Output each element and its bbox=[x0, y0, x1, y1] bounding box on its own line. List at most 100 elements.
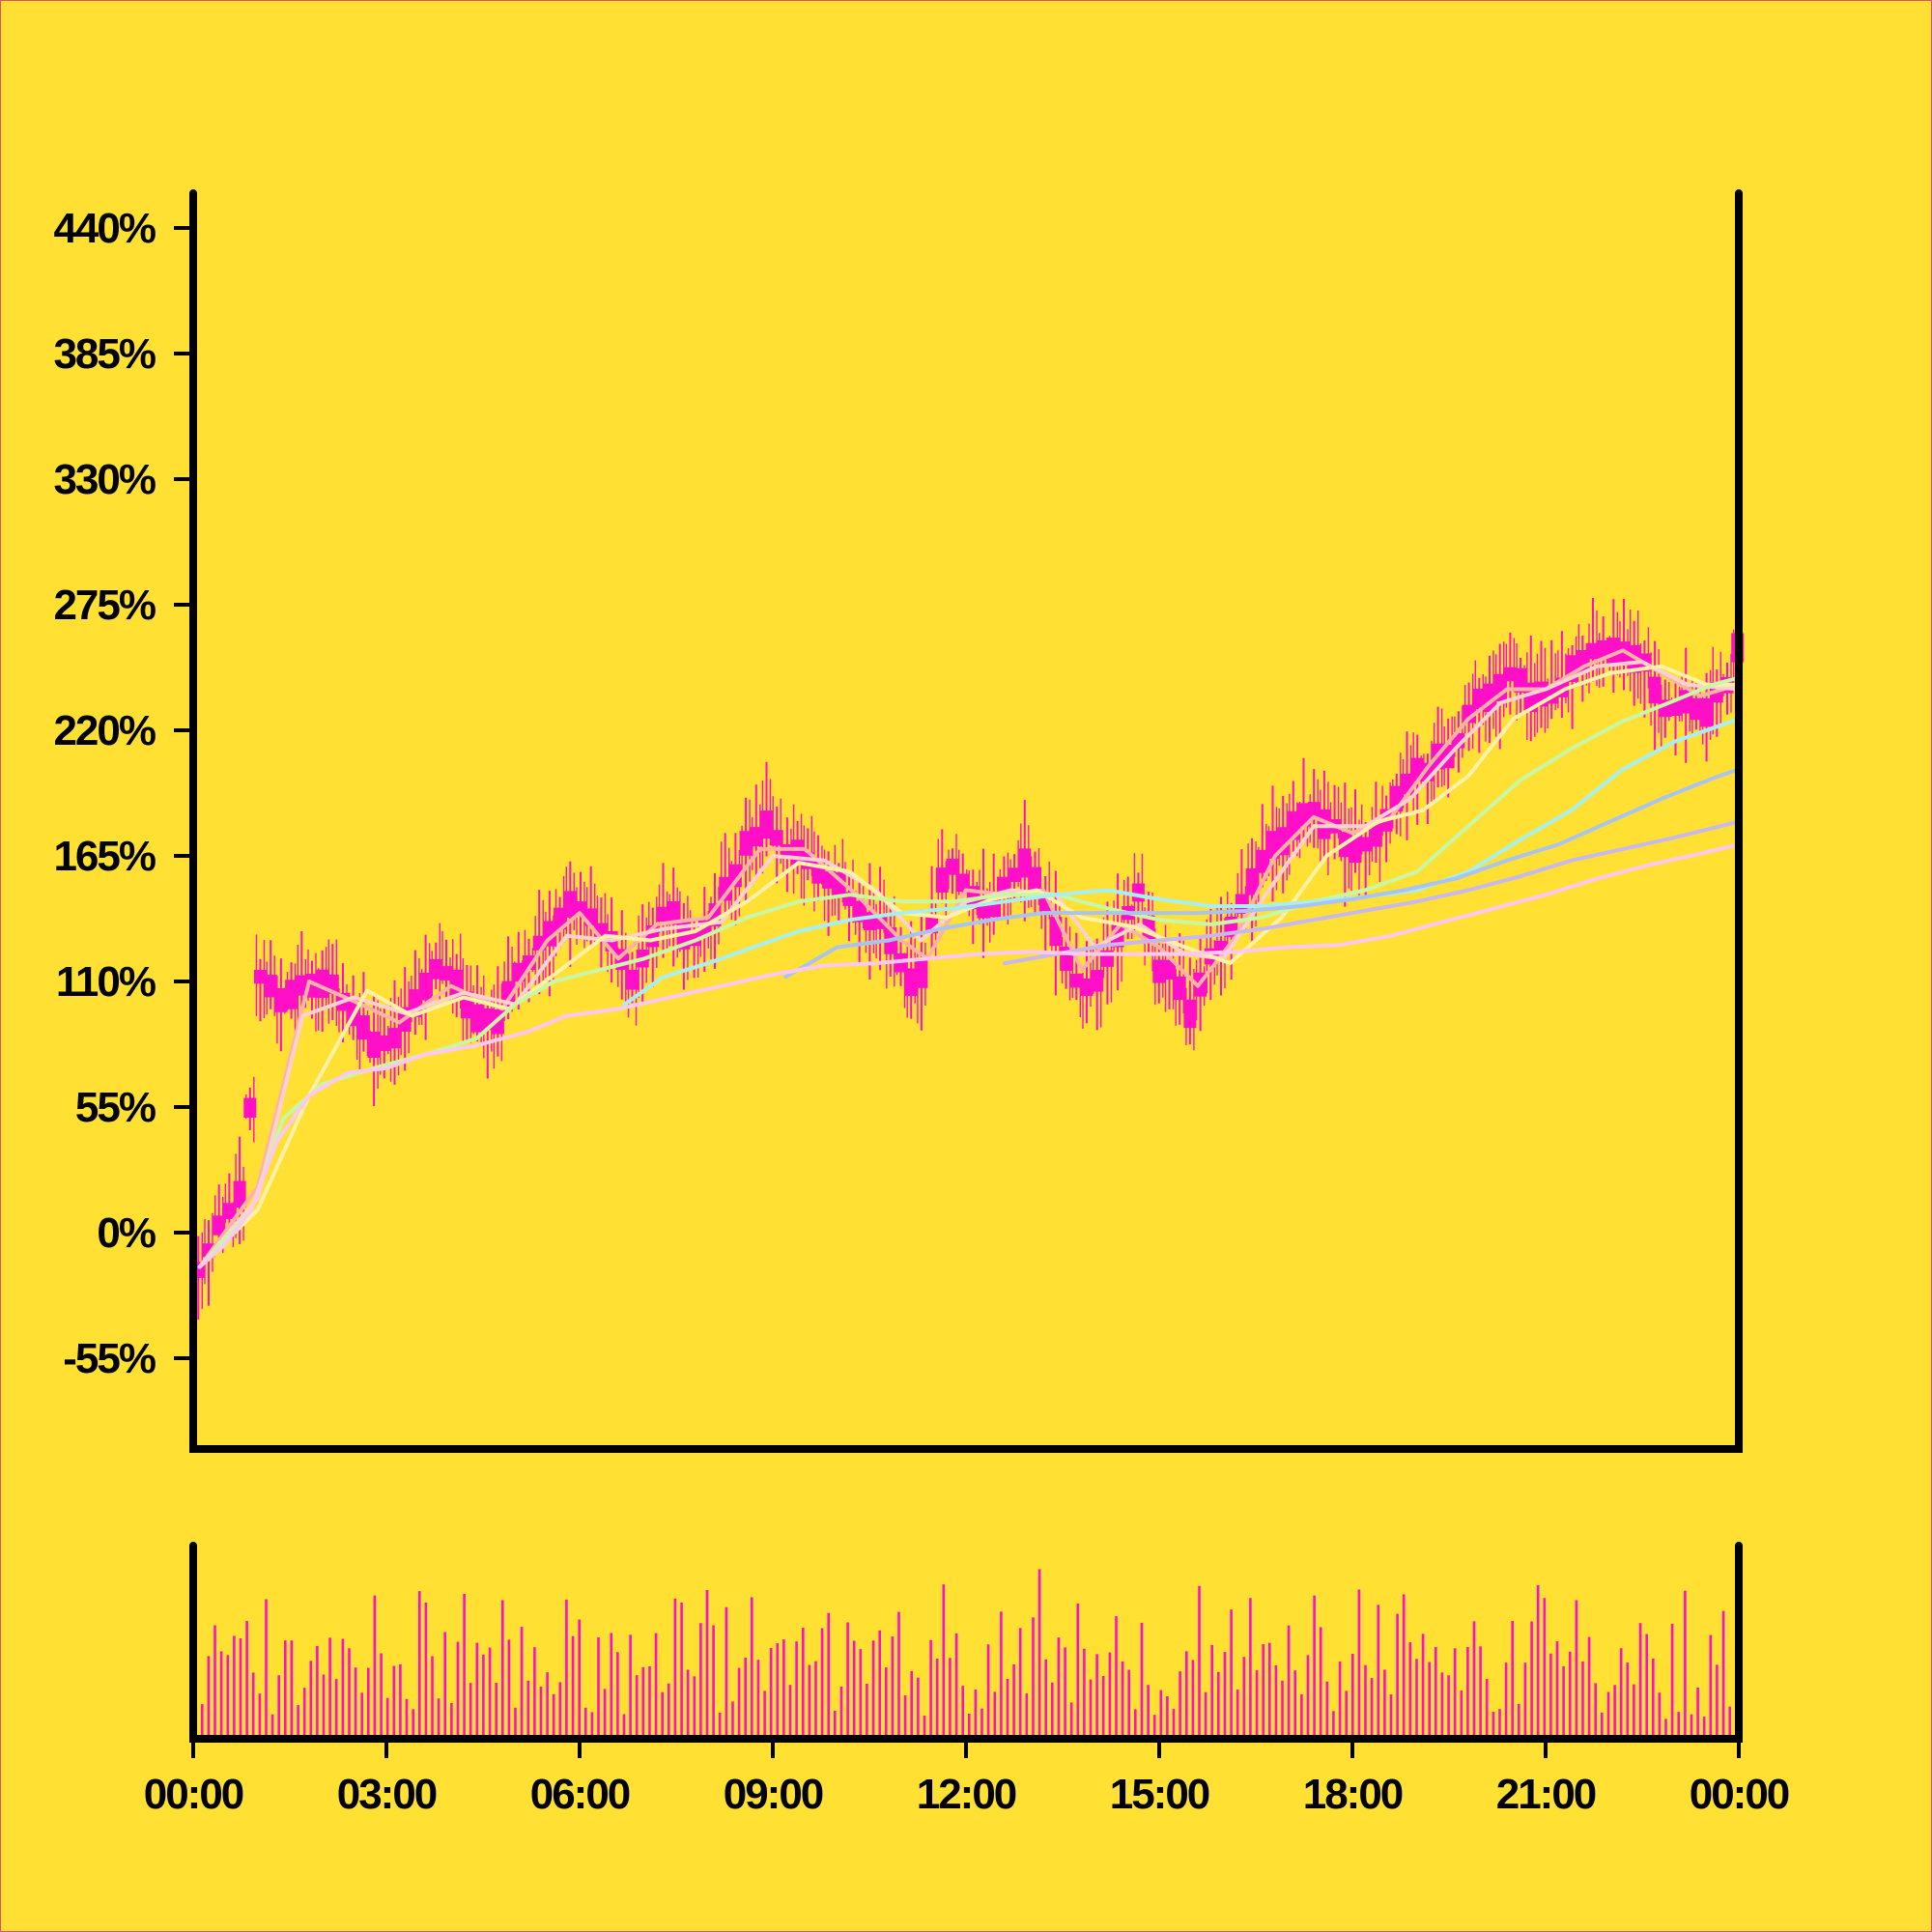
volume-bar bbox=[1613, 1685, 1616, 1739]
volume-bar bbox=[1518, 1703, 1520, 1739]
volume-bar bbox=[1690, 1714, 1693, 1739]
volume-bar bbox=[610, 1633, 613, 1739]
volume-bar bbox=[405, 1698, 409, 1739]
volume-bar bbox=[373, 1595, 377, 1739]
volume-bar bbox=[1658, 1692, 1662, 1739]
volume-bar bbox=[1428, 1662, 1431, 1739]
volume-bar bbox=[226, 1655, 230, 1739]
volume-bar bbox=[993, 1691, 997, 1739]
volume-bar bbox=[1332, 1711, 1335, 1739]
volume-bar bbox=[239, 1638, 242, 1739]
volume-bar bbox=[866, 1684, 868, 1739]
volume-bar bbox=[1402, 1594, 1406, 1739]
volume-bar bbox=[954, 1633, 958, 1739]
volume-bar bbox=[1498, 1709, 1501, 1739]
candle-body bbox=[904, 968, 918, 997]
volume-bar bbox=[1000, 1611, 1003, 1739]
volume-bar bbox=[1140, 1622, 1144, 1739]
candle-body bbox=[285, 980, 298, 1009]
volume-bar bbox=[1223, 1652, 1227, 1739]
volume-bar bbox=[1274, 1665, 1278, 1739]
candle-body bbox=[1503, 667, 1517, 682]
volume-bar bbox=[1645, 1634, 1648, 1739]
volume-bar bbox=[641, 1666, 645, 1739]
x-tick-label: 00:00 bbox=[144, 1771, 243, 1818]
volume-bar bbox=[412, 1709, 414, 1739]
candle-body bbox=[1318, 809, 1331, 839]
volume-bar bbox=[968, 1714, 971, 1739]
volume-bar bbox=[316, 1645, 319, 1739]
volume-bar bbox=[488, 1647, 492, 1739]
volume-bar bbox=[852, 1640, 856, 1739]
volume-bar bbox=[1415, 1659, 1418, 1739]
volume-bar bbox=[213, 1625, 216, 1739]
candle-body bbox=[739, 831, 753, 856]
volume-bar bbox=[673, 1598, 677, 1739]
volume-bar bbox=[456, 1641, 460, 1739]
candle-body bbox=[274, 988, 288, 1012]
volume-bar bbox=[1300, 1693, 1303, 1739]
volume-bar bbox=[1581, 1662, 1584, 1739]
candle-body bbox=[667, 901, 680, 925]
volume-bar bbox=[431, 1656, 434, 1739]
volume-bar bbox=[1306, 1655, 1310, 1739]
volume-bar bbox=[1543, 1598, 1547, 1739]
volume-bar bbox=[520, 1627, 524, 1739]
y-tick-label: 220% bbox=[53, 707, 155, 754]
volume-bar bbox=[1057, 1637, 1061, 1739]
volume-bar bbox=[1702, 1717, 1706, 1739]
volume-bar bbox=[1716, 1664, 1719, 1739]
candle-body bbox=[378, 1035, 391, 1051]
volume-bar bbox=[820, 1628, 824, 1739]
candle-body bbox=[574, 901, 587, 916]
volume-bar bbox=[1236, 1690, 1239, 1739]
volume-bar bbox=[463, 1594, 466, 1739]
candle-body bbox=[563, 891, 577, 918]
volume-bars bbox=[201, 1569, 1731, 1739]
volume-bar bbox=[629, 1634, 632, 1739]
candle-body bbox=[1349, 836, 1362, 864]
volume-bar bbox=[443, 1632, 446, 1739]
volume-bar bbox=[1523, 1662, 1527, 1739]
y-tick-label: 440% bbox=[53, 205, 155, 252]
volume-bar bbox=[834, 1711, 837, 1739]
volume-bar bbox=[1210, 1644, 1213, 1739]
volume-bar bbox=[1492, 1712, 1495, 1739]
volume-bar bbox=[533, 1647, 536, 1739]
candle-body bbox=[1617, 641, 1631, 666]
candle-body bbox=[770, 830, 783, 846]
candle-body bbox=[1266, 831, 1279, 859]
volume-bar bbox=[603, 1689, 607, 1739]
volume-bar bbox=[348, 1648, 351, 1739]
x-tick-label: 00:00 bbox=[1690, 1771, 1789, 1818]
volume-bar bbox=[1198, 1585, 1201, 1739]
volume-bar bbox=[597, 1636, 600, 1739]
y-tick-label: 55% bbox=[75, 1084, 156, 1131]
candle-body bbox=[1586, 642, 1600, 660]
volume-bar bbox=[399, 1663, 402, 1739]
volume-bar bbox=[1370, 1678, 1374, 1739]
volume-bar bbox=[917, 1677, 920, 1739]
volume-bar bbox=[1115, 1616, 1118, 1739]
y-axis-ticks: -55% 0% 55% 110% 165% 220% 275% 330% 385% 440% bbox=[53, 205, 193, 1382]
volume-bar bbox=[584, 1707, 587, 1739]
volume-bar bbox=[1172, 1709, 1176, 1739]
volume-bar bbox=[737, 1667, 741, 1739]
volume-bar bbox=[1594, 1683, 1597, 1739]
volume-bar bbox=[501, 1600, 504, 1739]
x-tick-label: 21:00 bbox=[1496, 1771, 1596, 1818]
moving-average-line-4 bbox=[204, 675, 1741, 1263]
moving-average-line-5 bbox=[622, 717, 1741, 1007]
volume-bar bbox=[1408, 1642, 1412, 1739]
volume-bar bbox=[1127, 1669, 1130, 1739]
volume-bar bbox=[322, 1674, 326, 1739]
volume-bar bbox=[507, 1639, 511, 1739]
volume-bar bbox=[437, 1698, 440, 1739]
volume-bar bbox=[751, 1597, 753, 1739]
volume-bar bbox=[290, 1640, 294, 1739]
candle-body bbox=[388, 1028, 401, 1049]
candle-body bbox=[719, 876, 732, 901]
candle-body bbox=[822, 870, 836, 889]
price-panel-frame bbox=[189, 189, 1743, 1453]
volume-bar bbox=[1089, 1679, 1093, 1739]
